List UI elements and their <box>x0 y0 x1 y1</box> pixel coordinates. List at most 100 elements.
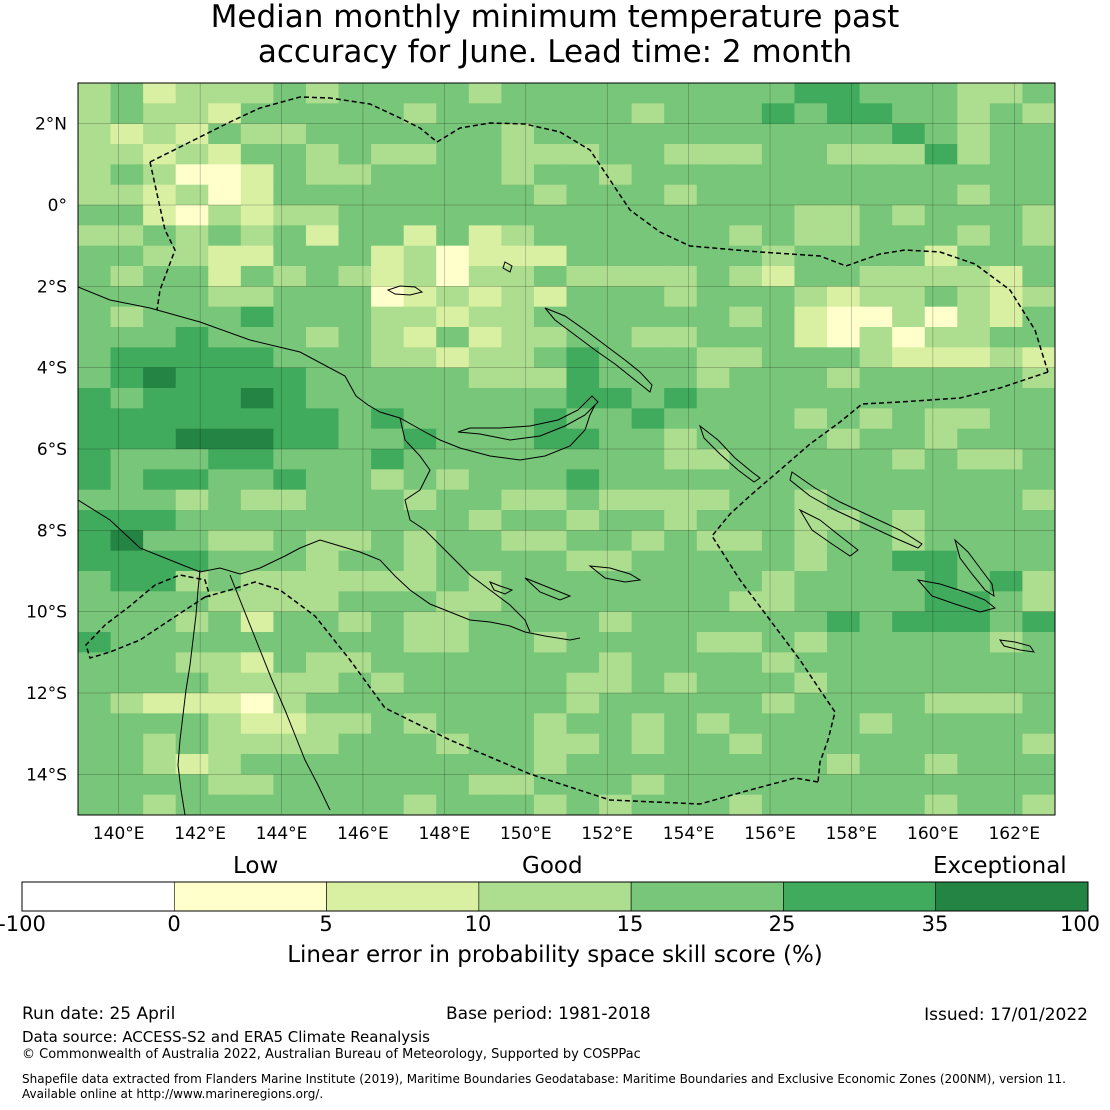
grid-cell <box>78 672 112 694</box>
grid-cell <box>566 388 600 409</box>
grid-cell <box>924 510 958 531</box>
grid-cell <box>892 103 926 125</box>
grid-cell <box>143 266 177 287</box>
longitude-tick-label: 154°E <box>663 824 715 844</box>
grid-cell <box>143 388 177 409</box>
grid-cell <box>1022 652 1055 674</box>
grid-cell <box>761 713 796 735</box>
grid-cell <box>78 123 112 145</box>
grid-cell <box>110 83 144 104</box>
grid-cell <box>566 367 600 389</box>
grid-cell <box>143 672 177 694</box>
grid-cell <box>468 449 502 470</box>
grid-cell <box>533 286 568 308</box>
grid-cell <box>566 449 600 470</box>
grid-cell <box>501 693 535 714</box>
grid-cell <box>827 652 861 674</box>
grid-cell <box>110 123 144 145</box>
grid-cell <box>761 733 796 755</box>
grid-cell <box>664 713 698 735</box>
grid-cell <box>1022 489 1055 511</box>
grid-cell <box>761 144 796 165</box>
grid-cell <box>696 652 730 674</box>
grid-cell <box>403 591 437 613</box>
grid-cell <box>859 144 893 165</box>
grid-cell <box>338 469 372 491</box>
grid-cell <box>989 449 1024 470</box>
grid-cell <box>664 184 698 206</box>
grid-cell <box>631 632 665 653</box>
grid-cell <box>78 103 112 125</box>
grid-cell <box>110 713 144 735</box>
grid-cell <box>305 184 340 206</box>
grid-cell <box>501 469 535 491</box>
grid-cell <box>696 123 730 145</box>
grid-cell <box>436 449 470 470</box>
grid-cell <box>859 306 893 328</box>
grid-cell <box>208 774 242 796</box>
grid-cell <box>305 306 340 328</box>
grid-cell <box>599 144 633 165</box>
grid-cell <box>664 327 698 348</box>
grid-cell <box>403 794 437 815</box>
grid-cell <box>403 672 437 694</box>
grid-cell <box>240 225 274 247</box>
grid-cell <box>957 83 991 104</box>
grid-cell <box>371 510 405 531</box>
grid-cell <box>631 184 665 206</box>
grid-cell <box>403 469 437 491</box>
grid-cell <box>599 591 633 613</box>
grid-cell <box>696 733 730 755</box>
grid-cell <box>371 408 405 430</box>
grid-cell <box>78 245 112 267</box>
grid-cell <box>436 123 470 145</box>
grid-cell <box>338 408 372 430</box>
grid-cell <box>1022 367 1055 389</box>
grid-cell <box>761 591 796 613</box>
grid-cell <box>501 530 535 552</box>
grid-cell <box>761 550 796 572</box>
grid-cell <box>175 83 209 104</box>
grid-cell <box>924 571 958 592</box>
grid-cell <box>989 266 1024 287</box>
grid-cell <box>827 794 861 815</box>
grid-cell <box>501 245 535 267</box>
grid-cell <box>631 733 665 755</box>
grid-cell <box>664 367 698 389</box>
grid-cell <box>794 408 828 430</box>
grid-cell <box>371 733 405 755</box>
grid-cell <box>78 530 112 552</box>
grid-cell <box>78 510 112 531</box>
grid-cell <box>436 550 470 572</box>
grid-cell <box>371 489 405 511</box>
colorbar-tick: 10 <box>464 912 492 936</box>
grid-cell <box>729 632 763 653</box>
grid-cell <box>78 225 112 247</box>
grid-cell <box>208 388 242 409</box>
grid-cell <box>696 693 730 714</box>
grid-cell <box>273 754 307 775</box>
grid-cell <box>305 449 340 470</box>
grid-cell <box>208 103 242 125</box>
grid-cell <box>599 489 633 511</box>
grid-cell <box>761 184 796 206</box>
grid-cell <box>664 693 698 714</box>
grid-cell <box>1022 144 1055 165</box>
grid-cell <box>989 794 1024 815</box>
grid-cell <box>794 571 828 592</box>
grid-cell <box>501 205 535 226</box>
grid-cell <box>892 571 926 592</box>
grid-cell <box>208 449 242 470</box>
grid-cell <box>924 449 958 470</box>
grid-cell <box>892 388 926 409</box>
grid-cell <box>78 388 112 409</box>
grid-cell <box>501 489 535 511</box>
grid-cell <box>599 774 633 796</box>
grid-cell <box>468 327 502 348</box>
grid-cell <box>533 591 568 613</box>
grid-cell <box>403 144 437 165</box>
grid-cell <box>664 388 698 409</box>
grid-cell <box>794 449 828 470</box>
grid-cell <box>827 774 861 796</box>
grid-cell <box>924 347 958 369</box>
